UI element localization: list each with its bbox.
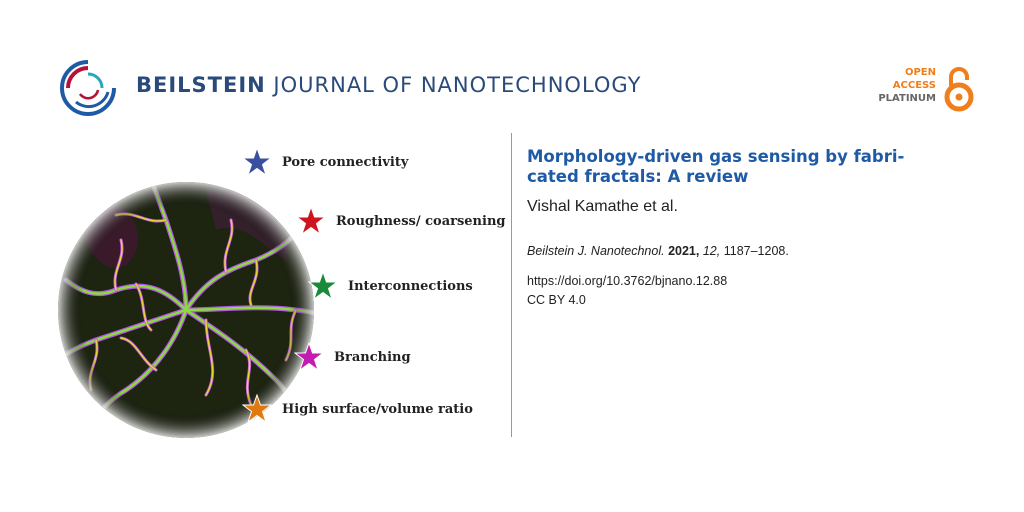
journal-logo-icon bbox=[60, 60, 116, 116]
article-doi-link[interactable]: https://doi.org/10.3762/bjnano.12.88 bbox=[527, 274, 728, 288]
citation-volume: 12, bbox=[702, 244, 721, 258]
legend-item-roughness: Roughness/ coarsening bbox=[296, 206, 505, 236]
star-icon bbox=[294, 342, 324, 372]
citation-pages: 1187–1208. bbox=[723, 244, 789, 258]
legend-item-branching: Branching bbox=[294, 342, 411, 372]
star-icon bbox=[308, 271, 338, 301]
article-title-line-2: cated fractals: A review bbox=[527, 167, 749, 186]
legend-label: Roughness/ coarsening bbox=[336, 213, 506, 229]
legend-label: Interconnections bbox=[348, 278, 473, 294]
article-license[interactable]: CC BY 4.0 bbox=[527, 293, 586, 307]
fractal-microscopy-image bbox=[58, 182, 314, 438]
legend-label: Pore connectivity bbox=[282, 154, 409, 170]
citation-year: 2021, bbox=[668, 244, 700, 258]
open-access-line-2: ACCESS bbox=[892, 80, 936, 91]
open-access-lock-icon bbox=[944, 67, 974, 112]
legend-item-interconnections: Interconnections bbox=[308, 271, 473, 301]
vertical-divider bbox=[511, 133, 512, 437]
open-access-line-1: OPEN bbox=[904, 67, 936, 78]
star-icon bbox=[296, 206, 326, 236]
journal-title-bold: BEILSTEIN bbox=[136, 73, 266, 97]
star-icon bbox=[242, 394, 272, 424]
legend-item-pore-connectivity: Pore connectivity bbox=[242, 147, 408, 177]
star-icon bbox=[242, 147, 272, 177]
legend-label: High surface/volume ratio bbox=[282, 401, 473, 417]
legend-label: Branching bbox=[334, 349, 411, 365]
journal-header: BEILSTEIN JOURNAL OF NANOTECHNOLOGY OPEN… bbox=[56, 56, 976, 120]
open-access-badge: OPEN ACCESS PLATINUM bbox=[856, 56, 976, 120]
article-title-line-1: Morphology-driven gas sensing by fabri- bbox=[527, 147, 905, 166]
open-access-line-3: PLATINUM bbox=[878, 93, 936, 104]
figure-legend: Pore connectivity Roughness/ coarsening … bbox=[242, 140, 505, 440]
article-info: Morphology-driven gas sensing by fabri- … bbox=[527, 147, 967, 307]
citation-journal: Beilstein J. Nanotechnol. bbox=[527, 244, 665, 258]
article-title: Morphology-driven gas sensing by fabri- … bbox=[527, 147, 967, 187]
graphical-abstract: Pore connectivity Roughness/ coarsening … bbox=[56, 140, 505, 440]
legend-item-surface-volume: High surface/volume ratio bbox=[242, 394, 473, 424]
article-authors: Vishal Kamathe et al. bbox=[527, 198, 678, 215]
journal-title-rest: JOURNAL OF NANOTECHNOLOGY bbox=[273, 73, 642, 97]
article-citation: Beilstein J. Nanotechnol. 2021, 12, 1187… bbox=[527, 244, 967, 258]
journal-title: BEILSTEIN JOURNAL OF NANOTECHNOLOGY bbox=[136, 73, 641, 97]
